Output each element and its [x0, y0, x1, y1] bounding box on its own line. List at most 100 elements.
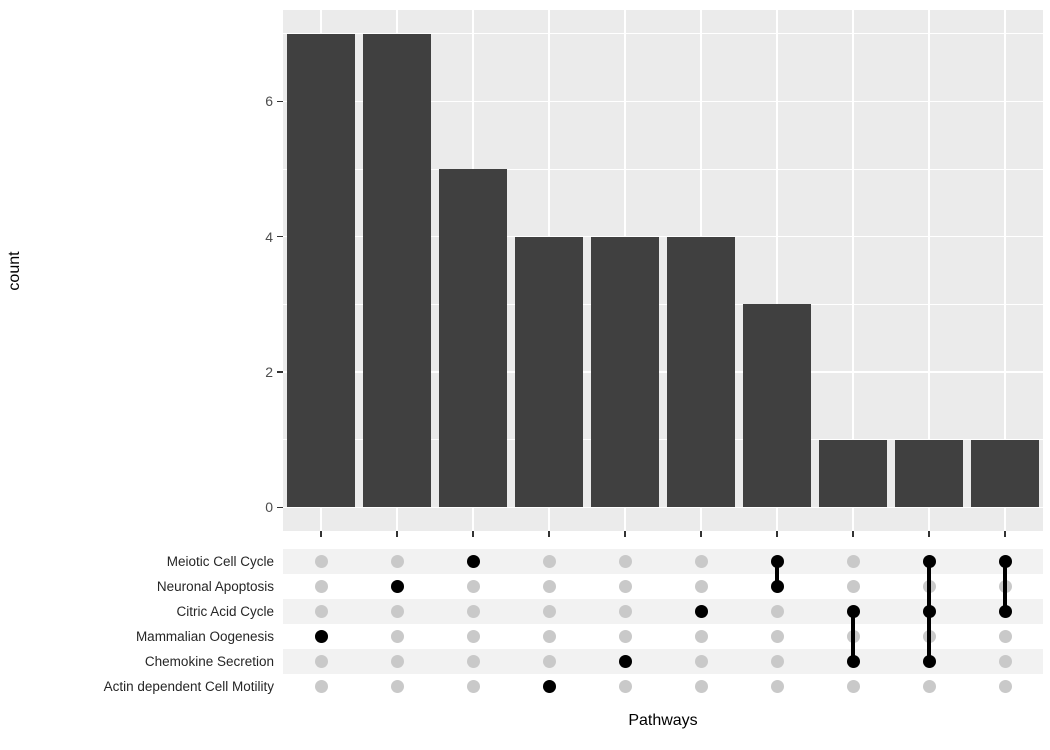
- grid-line-major-y: [283, 371, 1043, 373]
- matrix-dot-empty: [694, 680, 708, 693]
- matrix-dot-filled: [846, 655, 860, 668]
- matrix-row-stripe: [283, 599, 1043, 624]
- bar: [894, 439, 964, 508]
- matrix-dot-filled: [998, 555, 1012, 568]
- set-label: Actin dependent Cell Motility: [103, 678, 274, 694]
- matrix-dot-empty: [998, 680, 1012, 693]
- matrix-dot-empty: [390, 680, 404, 693]
- matrix-row-stripe: [283, 674, 1043, 699]
- matrix-dot-filled: [618, 655, 632, 668]
- matrix-dot-empty: [466, 680, 480, 693]
- matrix-dot-empty: [694, 655, 708, 668]
- grid-line-major-y: [283, 506, 1043, 508]
- matrix-dot-empty: [314, 555, 328, 568]
- combo-connector: [851, 611, 855, 662]
- x-axis-tick: [624, 531, 626, 537]
- matrix-row-stripe: [283, 649, 1043, 674]
- grid-line-major-y: [283, 235, 1043, 238]
- matrix-dot-empty: [770, 655, 784, 668]
- matrix-dot-filled: [770, 580, 784, 593]
- combo-connector: [1003, 561, 1007, 612]
- grid-line-major-x: [852, 10, 854, 531]
- y-axis-tick: [277, 235, 283, 238]
- matrix-dot-filled: [998, 605, 1012, 618]
- grid-line-minor-y: [283, 168, 1043, 170]
- matrix-dot-empty: [846, 680, 860, 693]
- bar: [514, 236, 584, 508]
- bar: [666, 236, 736, 508]
- y-axis-tick-label: 0: [265, 499, 273, 516]
- matrix-dot-empty: [542, 655, 556, 668]
- x-axis-tick: [548, 531, 550, 537]
- matrix-dot-empty: [390, 605, 404, 618]
- bar: [362, 33, 432, 508]
- matrix-dot-empty: [846, 555, 860, 568]
- y-axis-title: count: [6, 251, 23, 291]
- matrix-dot-empty: [694, 555, 708, 568]
- set-label: Citric Acid Cycle: [176, 603, 274, 619]
- matrix-dot-empty: [314, 605, 328, 618]
- matrix-dot-filled: [846, 605, 860, 618]
- matrix-dot-empty: [618, 555, 632, 568]
- matrix-dot-empty: [466, 580, 480, 593]
- matrix-dot-empty: [618, 680, 632, 693]
- bar-chart-panel: [283, 10, 1043, 531]
- grid-line-minor-y: [283, 439, 1043, 441]
- matrix-dot-empty: [466, 655, 480, 668]
- grid-line-minor-y: [283, 33, 1043, 35]
- matrix-row-stripe: [283, 549, 1043, 574]
- matrix-dot-empty: [618, 580, 632, 593]
- x-axis-tick: [396, 531, 398, 537]
- x-axis-tick: [700, 531, 702, 537]
- x-axis-tick: [928, 531, 930, 537]
- x-axis-tick: [1004, 531, 1006, 537]
- matrix-dot-empty: [618, 605, 632, 618]
- matrix-dot-empty: [466, 630, 480, 643]
- x-axis-tick: [320, 531, 322, 537]
- matrix-dot-filled: [542, 680, 556, 693]
- matrix-dot-empty: [770, 630, 784, 643]
- matrix-dot-empty: [466, 605, 480, 618]
- matrix-dot-empty: [390, 555, 404, 568]
- matrix-dot-empty: [390, 655, 404, 668]
- grid-line-minor-y: [283, 303, 1043, 305]
- y-axis-tick: [277, 371, 283, 373]
- x-axis-tick: [472, 531, 474, 537]
- x-axis-tick: [776, 531, 778, 537]
- bar: [590, 236, 660, 508]
- grid-line-major-x: [776, 10, 778, 531]
- bar: [286, 33, 356, 508]
- y-axis-tick: [277, 100, 283, 103]
- set-label: Chemokine Secretion: [144, 653, 274, 669]
- matrix-dot-empty: [542, 630, 556, 643]
- matrix-dot-empty: [770, 680, 784, 693]
- matrix-dot-filled: [922, 605, 936, 618]
- matrix-dot-filled: [922, 655, 936, 668]
- matrix-row-stripe: [283, 624, 1043, 649]
- x-axis-tick: [852, 531, 854, 537]
- matrix-dot-empty: [314, 680, 328, 693]
- matrix-dot-empty: [314, 655, 328, 668]
- bar: [970, 439, 1040, 508]
- matrix-dot-filled: [922, 555, 936, 568]
- grid-line-major-x: [928, 10, 930, 531]
- matrix-dot-empty: [998, 655, 1012, 668]
- matrix-dot-empty: [314, 580, 328, 593]
- matrix-dot-empty: [770, 605, 784, 618]
- matrix-dot-empty: [542, 580, 556, 593]
- grid-line-major-x: [1004, 10, 1006, 531]
- bar: [742, 304, 812, 508]
- y-axis-tick-label: 4: [265, 228, 273, 245]
- bar: [818, 439, 888, 508]
- set-label: Neuronal Apoptosis: [156, 578, 274, 594]
- matrix-row-stripe: [283, 574, 1043, 599]
- matrix-dot-filled: [466, 555, 480, 568]
- matrix-dot-empty: [694, 630, 708, 643]
- matrix-dot-filled: [770, 555, 784, 568]
- y-axis-tick-label: 6: [265, 93, 273, 110]
- matrix-dot-empty: [542, 555, 556, 568]
- grid-line-major-y: [283, 100, 1043, 103]
- matrix-dot-filled: [694, 605, 708, 618]
- bar: [438, 169, 508, 508]
